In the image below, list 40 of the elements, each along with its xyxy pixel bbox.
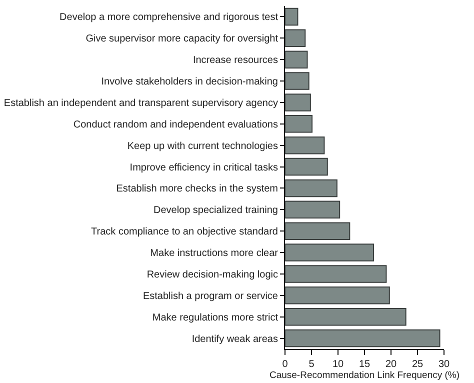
y-tick-label: Review decision-making logic	[146, 269, 278, 280]
y-tick-label: Involve stakeholders in decision-making	[101, 76, 278, 88]
bar	[285, 200, 340, 219]
bar	[285, 8, 298, 26]
bar	[285, 329, 440, 348]
y-tick-label: Identify weak areas	[192, 334, 278, 345]
y-tick-label: Establish more checks in the system	[116, 184, 278, 195]
bar	[285, 308, 406, 326]
y-tick-label: Develop a more comprehensive and rigorous test	[60, 12, 278, 24]
x-tick-label: 5	[308, 359, 315, 370]
bar	[285, 72, 310, 90]
y-tick-label: Develop specialized training	[153, 205, 278, 216]
bar	[285, 222, 350, 240]
x-tick-label: 20	[385, 359, 397, 370]
x-tick-label: 0	[282, 359, 288, 370]
bar	[285, 94, 311, 112]
bar	[285, 136, 325, 154]
bar	[285, 115, 313, 133]
y-tick-label: Improve efficiency in critical tasks	[130, 162, 278, 174]
bar	[285, 286, 390, 304]
x-tick-label: 30	[438, 359, 450, 370]
y-tick-label: Increase resources	[192, 55, 278, 66]
bar	[285, 158, 328, 176]
x-tick-label: 15	[358, 359, 370, 370]
x-tick-label: 25	[412, 359, 424, 370]
y-tick-label: Establish an independent and transparent supervisory agency	[4, 98, 278, 109]
y-tick-label: Establish a program or service	[142, 290, 278, 302]
bar	[285, 244, 374, 262]
y-tick-label: Make regulations more strict	[152, 312, 278, 324]
x-tick-label: 10	[332, 359, 344, 370]
y-tick-label: Make instructions more clear	[150, 248, 279, 260]
bar	[285, 50, 308, 68]
y-tick-label: Keep up with current technologies	[127, 140, 278, 152]
y-tick-label: Conduct random and independent evaluations	[73, 119, 278, 130]
bar	[285, 179, 338, 198]
y-tick-label: Track compliance to an objective standard	[91, 226, 278, 238]
bar	[285, 29, 306, 48]
bar	[285, 265, 387, 283]
y-tick-label: Give supervisor more capacity for oversight	[86, 34, 278, 45]
x-axis-title: Cause-Recommendation Link Frequency (%)	[269, 370, 460, 382]
